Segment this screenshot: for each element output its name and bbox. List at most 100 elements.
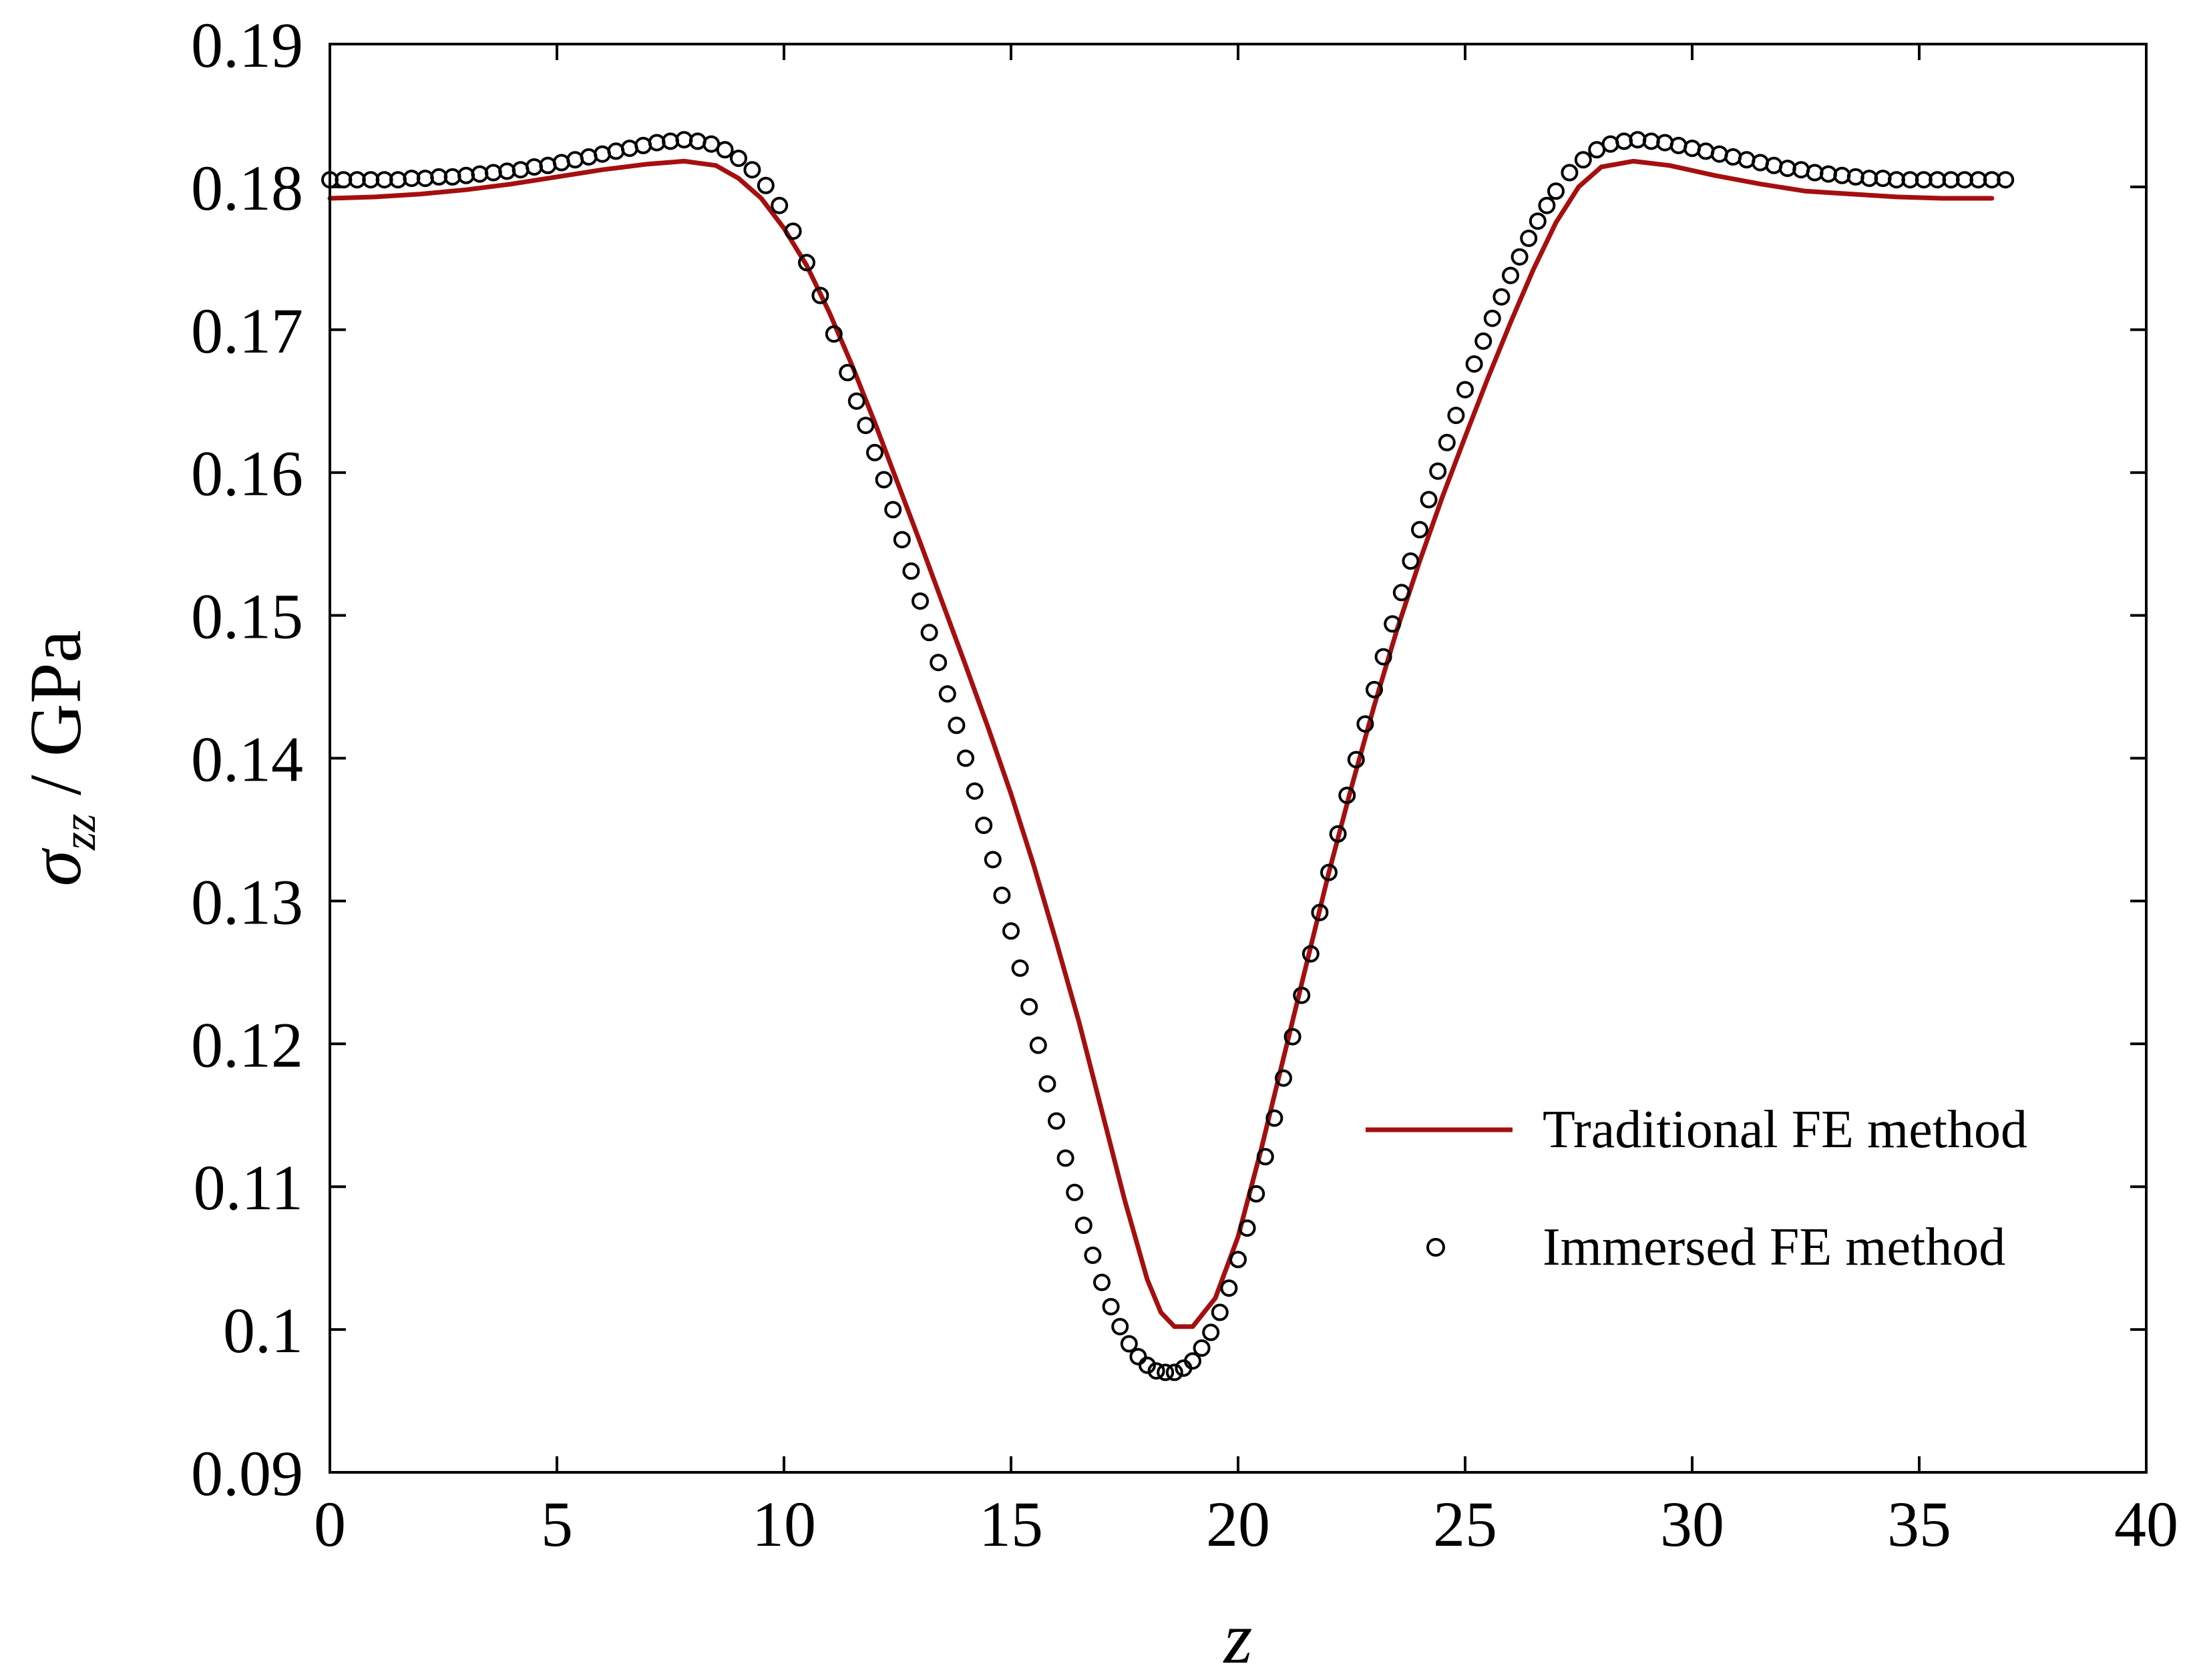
- data-point-immersed-fe: [1492, 288, 1511, 306]
- data-point-immersed-fe: [1338, 787, 1356, 805]
- y-tick-label: 0.14: [191, 724, 303, 795]
- data-point-immersed-fe: [1311, 903, 1329, 921]
- data-point-immersed-fe: [798, 254, 815, 272]
- legend-label-traditional-fe: Traditional FE method: [1543, 1100, 2027, 1159]
- y-tick-label: 0.18: [191, 152, 303, 224]
- data-point-immersed-fe: [1211, 1303, 1229, 1321]
- data-point-immersed-fe: [930, 654, 948, 672]
- data-point-immersed-fe: [1302, 945, 1320, 963]
- data-point-immersed-fe: [1011, 959, 1029, 977]
- data-point-immersed-fe: [1320, 863, 1338, 881]
- data-point-immersed-fe: [716, 141, 734, 159]
- data-point-immersed-fe: [1229, 1251, 1247, 1269]
- data-point-immersed-fe: [1275, 1069, 1292, 1087]
- axis-ticks: 0 5 10 15 20 25 30 35 40 0.09 0.1 0.11 0.12 0.13 0.14 0…: [191, 9, 2178, 1560]
- plot-area: [321, 131, 2015, 1382]
- data-point-immersed-fe: [1529, 212, 1547, 230]
- y-axis-title-unit: / GPa: [15, 630, 96, 814]
- data-point-immersed-fe: [1093, 1273, 1111, 1291]
- data-point-immersed-fe: [1020, 998, 1038, 1016]
- data-point-immersed-fe: [957, 749, 974, 767]
- data-point-immersed-fe: [1438, 433, 1456, 451]
- data-point-immersed-fe: [1520, 229, 1538, 247]
- x-tick-label: 15: [979, 1488, 1043, 1560]
- data-point-immersed-fe: [839, 364, 857, 381]
- data-point-immersed-fe: [857, 417, 875, 435]
- data-point-immersed-fe: [1265, 1109, 1283, 1127]
- data-point-immersed-fe: [1129, 1347, 1147, 1366]
- data-point-immersed-fe: [1220, 1279, 1238, 1297]
- data-point-immersed-fe: [1283, 1028, 1302, 1046]
- data-point-immersed-fe: [1347, 751, 1365, 769]
- data-point-immersed-fe: [743, 161, 761, 179]
- y-tick-label: 0.1: [223, 1295, 303, 1366]
- series-line-traditional-fe: [327, 158, 1995, 1329]
- data-point-immersed-fe: [948, 716, 966, 734]
- data-point-immersed-fe: [1392, 584, 1410, 602]
- data-point-immersed-fe: [771, 196, 789, 214]
- data-point-immersed-fe: [912, 592, 929, 610]
- x-tick-label: 10: [752, 1488, 816, 1560]
- data-point-immersed-fe: [1502, 266, 1519, 284]
- data-point-immersed-fe: [847, 392, 865, 410]
- x-tick-label: 35: [1887, 1488, 1951, 1560]
- data-point-immersed-fe: [1165, 1363, 1183, 1382]
- y-tick-label: 0.12: [191, 1009, 303, 1080]
- y-tick-label: 0.17: [191, 295, 303, 367]
- data-point-immersed-fe: [1256, 1148, 1274, 1166]
- data-point-immersed-fe: [757, 176, 775, 194]
- data-point-immersed-fe: [1074, 1217, 1092, 1234]
- data-point-immersed-fe: [1402, 552, 1420, 570]
- data-point-immersed-fe: [975, 817, 993, 834]
- data-point-immersed-fe: [1147, 1362, 1165, 1380]
- data-point-immersed-fe: [938, 685, 956, 703]
- x-tick-label: 20: [1206, 1488, 1270, 1560]
- y-axis-title: σzz / GPa: [15, 630, 106, 887]
- data-point-immersed-fe: [784, 222, 802, 240]
- x-axis-title: z: [1223, 1597, 1253, 1679]
- data-point-immersed-fe: [825, 325, 843, 343]
- x-tick-label: 30: [1660, 1488, 1724, 1560]
- data-point-immersed-fe: [1574, 151, 1592, 169]
- data-point-immersed-fe: [1029, 1036, 1047, 1054]
- data-point-immersed-fe: [1247, 1185, 1265, 1203]
- x-tick-label: 25: [1433, 1488, 1497, 1560]
- data-point-immersed-fe: [811, 286, 829, 304]
- data-point-immersed-fe: [1538, 196, 1556, 214]
- data-point-immersed-fe: [1066, 1183, 1084, 1201]
- data-point-immersed-fe: [884, 501, 902, 519]
- data-point-immersed-fe: [1483, 309, 1501, 327]
- data-point-immersed-fe: [1420, 491, 1438, 509]
- legend-label-immersed-fe: Immersed FE method: [1543, 1218, 2005, 1277]
- data-point-immersed-fe: [1002, 922, 1020, 940]
- data-point-immersed-fe: [993, 886, 1011, 904]
- data-point-immersed-fe: [1547, 182, 1565, 200]
- y-tick-label: 0.11: [194, 1152, 303, 1223]
- y-tick-label: 0.19: [191, 9, 303, 81]
- data-point-immersed-fe: [1411, 521, 1428, 539]
- data-point-immersed-fe: [1238, 1219, 1256, 1237]
- data-point-immersed-fe: [1429, 462, 1447, 480]
- data-point-immersed-fe: [1157, 1363, 1175, 1382]
- data-point-immersed-fe: [893, 531, 911, 549]
- y-axis-title-symbol: σ: [15, 847, 96, 886]
- y-tick-label: 0.15: [191, 581, 303, 652]
- data-point-immersed-fe: [1329, 825, 1347, 843]
- data-point-immersed-fe: [1384, 615, 1402, 633]
- data-point-immersed-fe: [1293, 986, 1311, 1004]
- x-tick-label: 40: [2114, 1488, 2178, 1560]
- data-point-immersed-fe: [1120, 1335, 1138, 1353]
- data-point-immersed-fe: [1102, 1297, 1120, 1315]
- y-tick-label: 0.09: [191, 1438, 303, 1509]
- data-point-immersed-fe: [1139, 1356, 1156, 1374]
- data-point-immersed-fe: [1038, 1075, 1056, 1093]
- data-point-immersed-fe: [920, 624, 938, 642]
- data-point-immersed-fe: [1474, 332, 1492, 350]
- data-point-immersed-fe: [1111, 1317, 1129, 1335]
- data-point-immersed-fe: [1184, 1352, 1201, 1370]
- data-point-immersed-fe: [1193, 1339, 1211, 1357]
- data-point-immersed-fe: [984, 851, 1002, 869]
- data-point-immersed-fe: [1511, 248, 1529, 266]
